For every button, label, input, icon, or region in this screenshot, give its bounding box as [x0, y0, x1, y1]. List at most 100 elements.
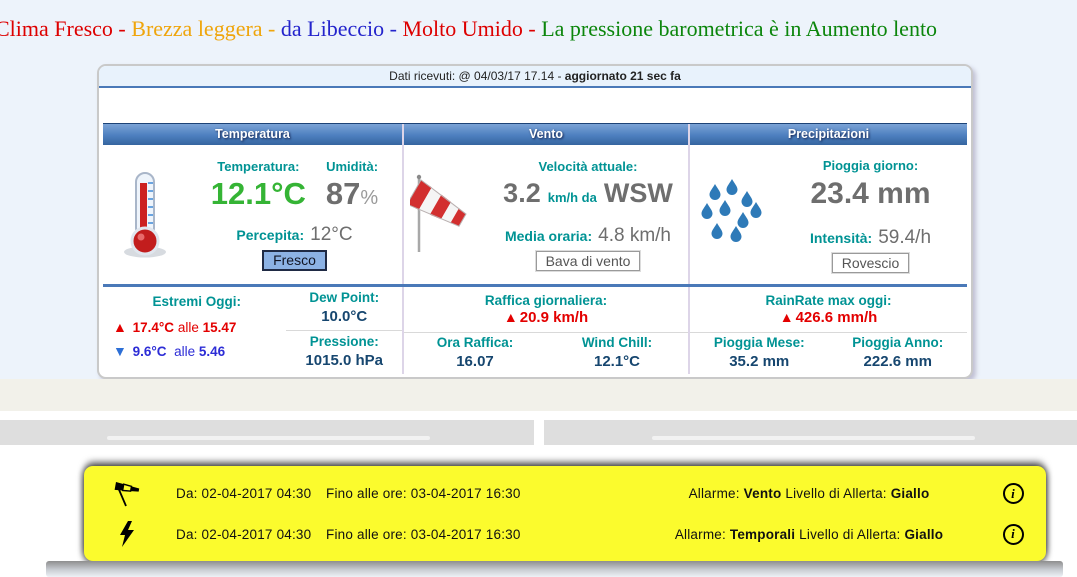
- temp-value: 12.1°C: [210, 176, 306, 211]
- rainrate-label: RainRate max oggi:: [765, 292, 892, 308]
- stats-temperatura-col: Estremi Oggi: ▲ 17.4°C alle 15.47 ▼ 9.6°…: [103, 287, 404, 374]
- wind-chill-label: Wind Chill:: [581, 335, 653, 351]
- stats-vento-col: Raffica giornaliera: ▲ 20.9 km/h Ora Raff…: [404, 287, 690, 374]
- temperatura-cell: Temperatura: 12.1°C Umidità: 87% Percepi…: [103, 145, 404, 285]
- weather-table: Temperatura Vento Precipitazioni: [103, 123, 967, 285]
- rain-month-label: Pioggia Mese:: [713, 335, 805, 351]
- data-received-bar: Dati ricevuti: @ 04/03/17 17.14 - aggior…: [99, 66, 971, 88]
- stats-precipitazioni-col: RainRate max oggi: ▲ 426.6 mm/h Pioggia M…: [690, 287, 967, 374]
- gust-cell: Raffica giornaliera: ▲ 20.9 km/h: [404, 287, 688, 332]
- humidity-label: Umidità:: [326, 159, 379, 174]
- gust-label: Raffica giornaliera:: [484, 292, 608, 308]
- alert-fino: Fino alle ore: 03-04-2017 16:30: [326, 486, 521, 501]
- banner-direzione: da Libeccio -: [280, 16, 403, 41]
- windsock-icon: [404, 172, 488, 258]
- beige-band: [0, 379, 1077, 411]
- alert-summary: Allarme: Vento Livello di Allerta: Giall…: [688, 486, 930, 501]
- placeholder-bar-right: [544, 420, 1077, 445]
- lightning-icon: [112, 521, 142, 547]
- placeholder-bar-highlight: [107, 436, 430, 440]
- feels-label: Percepita:: [236, 227, 305, 243]
- alert-da: Da: 02-04-2017 04:30: [176, 526, 312, 542]
- alert-box: Da: 02-04-2017 04:30 Fino alle ore: 03-0…: [84, 466, 1046, 561]
- rain-month-cell: Pioggia Mese: 35.2 mm: [690, 333, 829, 374]
- banner-umidita: Molto Umido -: [402, 16, 542, 41]
- pressure-label: Pressione:: [309, 334, 379, 350]
- vento-content: Velocità attuale: 3.2 km/h da WSW Media …: [488, 159, 688, 271]
- rain-condition-button[interactable]: Rovescio: [831, 252, 910, 273]
- dew-label: Dew Point:: [309, 290, 380, 306]
- pressure-cell: Pressione: 1015.0 hPa: [286, 331, 402, 374]
- estremi-block: Estremi Oggi: ▲ 17.4°C alle 15.47 ▼ 9.6°…: [103, 287, 286, 374]
- pressure-value: 1015.0 hPa: [305, 352, 383, 370]
- gust-time-value: 16.07: [456, 353, 494, 371]
- rainrate-value: ▲ 426.6 mm/h: [779, 309, 878, 327]
- wind-chill-value: 12.1°C: [593, 353, 641, 371]
- info-icon[interactable]: i: [980, 523, 1046, 545]
- wind-condition-button[interactable]: Bava di vento: [535, 251, 641, 271]
- weather-panel: Dati ricevuti: @ 04/03/17 17.14 - aggior…: [97, 64, 973, 379]
- max-temp-row: ▲ 17.4°C alle 15.47: [113, 318, 237, 335]
- wind-direction: WSW: [603, 178, 673, 208]
- bottom-shadow-band: [46, 561, 1063, 577]
- rain-year-label: Pioggia Anno:: [852, 335, 944, 351]
- rain-year-value: 222.6 mm: [863, 353, 932, 371]
- status-banner: Clima Fresco - Brezza leggera - da Libec…: [0, 16, 937, 42]
- arrow-up-icon: ▲: [503, 309, 518, 326]
- rain-month-value: 35.2 mm: [729, 353, 790, 371]
- alert-fino: Fino alle ore: 03-04-2017 16:30: [326, 526, 521, 542]
- wind-chill-cell: Wind Chill: 12.1°C: [546, 333, 688, 374]
- rain-day-value: 23.4 mm: [810, 176, 931, 210]
- alert-da: Da: 02-04-2017 04:30: [176, 486, 312, 501]
- thermometer-icon: [103, 171, 187, 259]
- temperatura-content: Temperatura: 12.1°C Umidità: 87% Percepi…: [187, 159, 402, 271]
- alert-type: Vento: [743, 486, 782, 501]
- rain-intensity-value: 59.4/h: [878, 226, 932, 248]
- arrow-down-icon: ▼: [113, 342, 127, 359]
- arrow-up-icon: ▲: [779, 309, 794, 326]
- dew-point-cell: Dew Point: 10.0°C: [286, 287, 402, 331]
- header-precipitazioni: Precipitazioni: [787, 127, 870, 141]
- min-temp-row: ▼ 9.6°C alle 5.46: [113, 342, 226, 359]
- updated-ago: aggiornato 21 sec fa: [564, 69, 681, 83]
- dew-pressure-block: Dew Point: 10.0°C Pressione: 1015.0 hPa: [286, 287, 402, 374]
- vento-cell: Velocità attuale: 3.2 km/h da WSW Media …: [404, 145, 690, 285]
- temp-label: Temperatura:: [217, 159, 300, 174]
- wind-avg-value: 4.8 km/h: [598, 225, 671, 246]
- header-vento: Vento: [404, 124, 690, 145]
- alert-level: Giallo: [904, 526, 944, 542]
- stats-strip: Estremi Oggi: ▲ 17.4°C alle 15.47 ▼ 9.6°…: [103, 287, 967, 374]
- alert-type: Temporali: [729, 526, 796, 542]
- rain-day-label: Pioggia giorno:: [822, 157, 919, 173]
- received-timestamp: Dati ricevuti: @ 04/03/17 17.14 -: [389, 69, 565, 83]
- windsock-icon: [112, 480, 142, 507]
- dew-value: 10.0°C: [321, 308, 368, 326]
- wind-speed-value: 3.2: [503, 178, 541, 208]
- placeholder-bar-highlight: [652, 436, 975, 440]
- rainrate-cell: RainRate max oggi: ▲ 426.6 mm/h: [690, 287, 967, 332]
- banner-clima: Clima Fresco -: [0, 16, 132, 41]
- alert-row-temporali: Da: 02-04-2017 04:30 Fino alle ore: 03-0…: [84, 521, 1046, 547]
- temp-condition-button[interactable]: Fresco: [262, 250, 327, 271]
- humidity-value: 87%: [325, 176, 379, 211]
- precipitazioni-content: Pioggia giorno: 23.4 mm Intensità: 59.4/…: [774, 158, 967, 273]
- horizontal-divider: [103, 284, 967, 287]
- feels-value: 12°C: [310, 224, 353, 245]
- humidity-unit: %: [360, 187, 379, 209]
- gust-time-cell: Ora Raffica: 16.07: [404, 333, 546, 374]
- gust-time-label: Ora Raffica:: [436, 335, 514, 351]
- wind-avg-label: Media oraria:: [504, 228, 593, 244]
- banner-vento: Brezza leggera -: [131, 16, 281, 41]
- info-icon[interactable]: i: [980, 483, 1046, 504]
- table-header-row: Temperatura Vento Precipitazioni: [103, 123, 967, 145]
- alert-row-vento: Da: 02-04-2017 04:30 Fino alle ore: 03-0…: [84, 480, 1046, 507]
- precipitazioni-cell: Pioggia giorno: 23.4 mm Intensità: 59.4/…: [690, 145, 967, 285]
- rain-intensity-label: Intensità:: [809, 229, 873, 246]
- alert-summary: Allarme: Temporali Livello di Allerta: G…: [674, 526, 944, 542]
- gust-value: ▲ 20.9 km/h: [503, 309, 589, 327]
- rain-year-cell: Pioggia Anno: 222.6 mm: [829, 333, 968, 374]
- table-body-row: Temperatura: 12.1°C Umidità: 87% Percepi…: [103, 145, 967, 285]
- banner-pressione: La pressione barometrica è in Aumento le…: [541, 16, 938, 41]
- alert-level: Giallo: [890, 486, 930, 501]
